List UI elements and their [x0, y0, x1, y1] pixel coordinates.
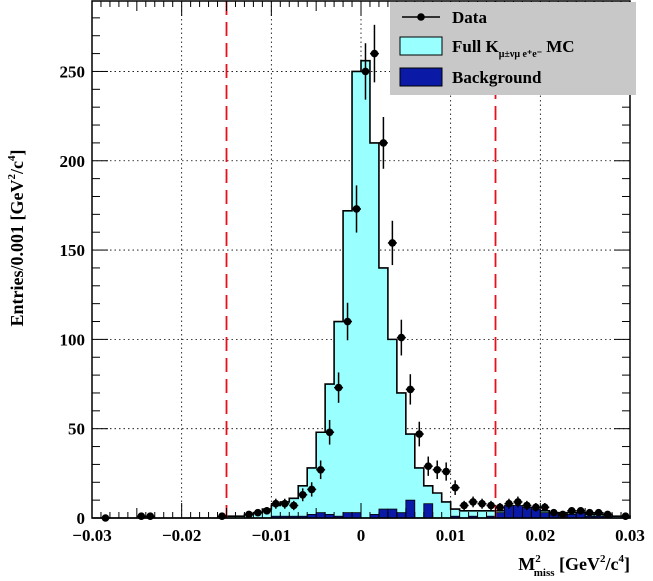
- data-point: [388, 239, 397, 247]
- legend-mc-main: Full K: [452, 37, 500, 56]
- legend-bg-label: Background: [452, 68, 542, 87]
- data-point: [532, 503, 540, 512]
- y-tick-label: 100: [60, 330, 86, 349]
- background-bar: [405, 499, 416, 519]
- x-tick-label: 0.02: [525, 526, 555, 545]
- data-point: [379, 139, 388, 147]
- legend-mc-swatch: [399, 36, 443, 56]
- data-point: [352, 205, 361, 213]
- data-point: [263, 507, 271, 515]
- data-point: [603, 510, 612, 519]
- y-tick-label: 150: [60, 241, 86, 260]
- x-tick-label: −0.03: [72, 526, 111, 545]
- legend-data-marker: [417, 13, 425, 21]
- data-point: [272, 499, 280, 508]
- data-point: [496, 503, 504, 512]
- data-point: [541, 503, 549, 512]
- y-tick-label: 200: [60, 152, 86, 171]
- legend-bg-swatch: [399, 67, 443, 87]
- y-tick-label: 0: [77, 509, 86, 528]
- data-point: [621, 512, 630, 521]
- data-point: [451, 483, 459, 492]
- legend-mc-sub: μ±νμ e⁺e⁻: [499, 49, 542, 60]
- data-point: [316, 465, 325, 474]
- data-point: [424, 462, 433, 471]
- data-point: [415, 430, 424, 438]
- data-point: [460, 501, 468, 510]
- background-bar: [342, 512, 353, 519]
- data-point: [558, 510, 567, 519]
- x-tick-label: −0.01: [252, 526, 291, 545]
- data-point: [478, 499, 486, 508]
- data-point: [343, 317, 352, 326]
- data-point: [245, 510, 253, 519]
- background-bar: [396, 512, 407, 519]
- data-point: [406, 385, 415, 394]
- x-tick-label: 0.03: [615, 526, 645, 545]
- data-point: [137, 512, 146, 521]
- data-point: [254, 508, 262, 517]
- background-bar: [315, 512, 326, 519]
- data-point: [523, 501, 531, 510]
- x-tick-label: 0: [357, 526, 366, 545]
- data-point: [433, 465, 442, 474]
- data-point: [307, 485, 316, 494]
- data-point: [361, 67, 370, 76]
- data-point: [370, 49, 379, 58]
- background-bar: [539, 512, 550, 519]
- data-point: [146, 512, 155, 521]
- data-point: [334, 383, 343, 392]
- background-bar: [351, 512, 362, 519]
- background-bar: [495, 512, 505, 519]
- data-point: [576, 507, 585, 515]
- data-point: [280, 499, 289, 508]
- data-point: [567, 507, 576, 515]
- y-tick-label: 50: [68, 420, 85, 439]
- y-axis-title: Entries/0.001 [GeV2/c4]: [6, 150, 27, 327]
- y-tick-label: 250: [60, 62, 86, 81]
- data-point: [585, 508, 594, 517]
- data-point: [505, 499, 513, 508]
- data-point: [487, 501, 495, 510]
- data-point: [442, 467, 450, 476]
- data-point: [549, 508, 558, 517]
- data-point: [218, 512, 226, 521]
- x-tick-label: 0.01: [436, 526, 466, 545]
- data-point: [514, 498, 522, 506]
- data-point: [289, 501, 298, 510]
- data-point: [298, 490, 307, 499]
- data-point: [594, 508, 603, 517]
- background-bar: [513, 505, 523, 519]
- legend: Data Full Kμ±νμ e⁺e⁻ MC Background: [390, 2, 636, 95]
- background-bar: [378, 508, 389, 519]
- data-point: [469, 498, 477, 506]
- legend-mc-suffix: MC: [542, 37, 575, 56]
- background-bar: [387, 508, 398, 519]
- background-bar: [423, 503, 434, 519]
- data-point: [397, 333, 406, 342]
- x-tick-label: −0.02: [162, 526, 201, 545]
- legend-data-label: Data: [452, 8, 487, 27]
- x-axis-title: M2 miss [GeV2/c4]: [518, 553, 630, 579]
- data-point: [325, 428, 334, 437]
- legend-mc-label: Full Kμ±νμ e⁺e⁻ MC: [452, 37, 575, 60]
